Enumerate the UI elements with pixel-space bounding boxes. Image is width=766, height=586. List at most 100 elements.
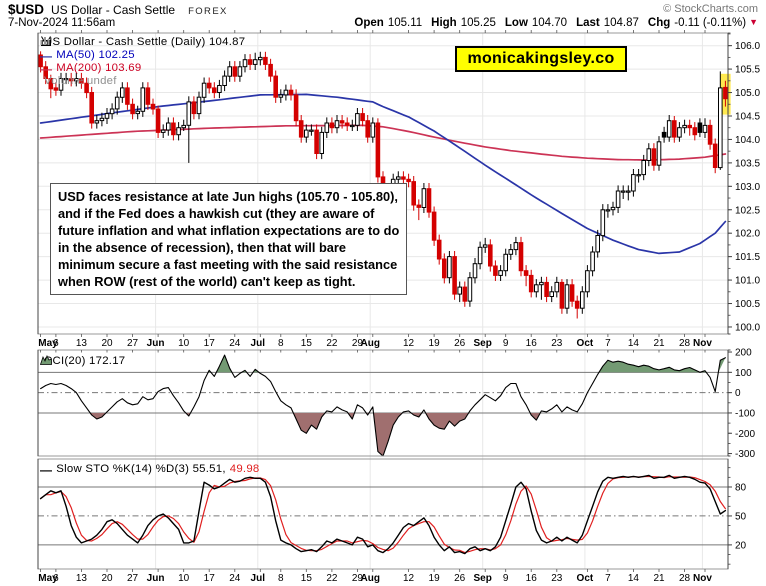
svg-text:102.0: 102.0 [735,229,760,240]
svg-text:100.0: 100.0 [735,322,760,333]
ma50-legend-label: MA(50) 102.25 [56,49,135,61]
svg-text:7: 7 [605,338,611,349]
svg-text:26: 26 [454,573,466,584]
copyright-text: © StockCharts.com [663,3,758,15]
cci-legend-label: CCI(20) 172.17 [44,355,126,367]
svg-text:19: 19 [429,338,441,349]
svg-text:12: 12 [403,338,415,349]
sto-d-value: 49.98 [229,463,260,475]
sto-k-line-swatch: — [40,462,53,477]
svg-text:50: 50 [735,511,747,522]
svg-text:May: May [38,338,58,349]
svg-text:22: 22 [326,573,338,584]
svg-text:20: 20 [101,338,113,349]
svg-text:8: 8 [278,573,284,584]
chart-header: $USD US Dollar - Cash Settle FOREX [8,2,228,17]
high-label: High [431,17,457,29]
svg-text:13: 13 [76,338,88,349]
svg-text:104.0: 104.0 [735,135,760,146]
svg-text:May: May [38,573,58,584]
annotation-line: USD faces resistance at late Jun highs (… [58,189,398,204]
low-label: Low [504,17,528,29]
ma50-line-swatch: — [40,48,53,63]
annotation-line: future inflation and what inflation expe… [58,223,400,238]
svg-text:21: 21 [653,573,665,584]
annotation-line: in the absence of recession), then that … [58,240,346,255]
svg-text:7: 7 [605,573,611,584]
svg-text:80: 80 [735,482,747,493]
svg-text:Oct: Oct [577,338,594,349]
svg-text:Oct: Oct [577,573,594,584]
svg-text:Jul: Jul [251,573,266,584]
instrument-name: US Dollar - Cash Settle [51,3,176,17]
svg-text:Aug: Aug [360,573,379,584]
svg-text:6: 6 [53,573,59,584]
price-panel-legend: US Dollar - Cash Settle (Daily) 104.87 —… [40,36,245,88]
svg-text:101.5: 101.5 [735,252,760,263]
ma200-legend-label: MA(200) 103.69 [56,62,142,74]
svg-text:Sep: Sep [473,338,491,349]
svg-text:24: 24 [229,338,241,349]
svg-text:9: 9 [503,573,509,584]
svg-text:12: 12 [403,573,415,584]
svg-text:100: 100 [735,368,752,379]
annotation-box: USD faces resistance at late Jun highs (… [50,183,408,295]
svg-text:104.5: 104.5 [735,111,760,122]
svg-text:24: 24 [229,573,241,584]
quote-strip: Open 105.11 High 105.25 Low 104.70 Last 104.87 C… [345,17,758,29]
svg-text:103.0: 103.0 [735,182,760,193]
svg-text:105.5: 105.5 [735,65,760,76]
svg-text:9: 9 [503,338,509,349]
svg-text:16: 16 [526,573,538,584]
annotation-line: when ROW (rest of the world) can't keep … [58,274,356,289]
branding-text: monicakingsley.co [467,50,615,67]
svg-text:200: 200 [735,348,752,359]
svg-text:23: 23 [551,573,563,584]
low-value: 104.70 [531,17,568,29]
svg-text:Jun: Jun [147,573,165,584]
change-down-icon: ▼ [749,17,758,27]
svg-text:21: 21 [653,338,665,349]
svg-text:15: 15 [301,338,313,349]
svg-text:106.0: 106.0 [735,41,760,52]
svg-text:14: 14 [628,573,640,584]
svg-text:-100: -100 [735,408,755,419]
price-legend-label: US Dollar - Cash Settle (Daily) 104.87 [44,36,246,48]
svg-text:102.5: 102.5 [735,205,760,216]
last-label: Last [576,17,600,29]
svg-text:15: 15 [301,573,313,584]
svg-text:20: 20 [735,540,747,551]
open-value: 105.11 [387,17,423,29]
ma200-line-swatch: — [40,61,53,76]
sto-legend-label: Slow STO %K(14) %D(3) 55.51, [56,463,226,475]
svg-text:-300: -300 [735,449,755,460]
volume-legend-label: Volume undef [44,75,117,87]
svg-text:22: 22 [326,338,338,349]
svg-text:0: 0 [735,388,741,399]
svg-text:26: 26 [454,338,466,349]
svg-text:Jun: Jun [147,338,165,349]
svg-text:Nov: Nov [693,338,712,349]
svg-text:101.0: 101.0 [735,276,760,287]
svg-text:13: 13 [76,573,88,584]
datetime-label: 7-Nov-2024 11:56am [8,17,116,29]
svg-text:23: 23 [551,338,563,349]
svg-text:Nov: Nov [693,573,712,584]
cci-panel-legend: CCI(20) 172.17 [40,355,125,368]
svg-text:28: 28 [679,573,691,584]
svg-text:-200: -200 [735,429,755,440]
svg-text:16: 16 [526,338,538,349]
svg-text:8: 8 [278,338,284,349]
svg-text:103.5: 103.5 [735,158,760,169]
svg-text:27: 27 [127,573,139,584]
svg-text:Sep: Sep [473,573,491,584]
svg-text:27: 27 [127,338,139,349]
svg-text:105.0: 105.0 [735,88,760,99]
svg-text:10: 10 [178,338,190,349]
exchange-label: FOREX [188,6,228,17]
high-value: 105.25 [460,17,496,29]
svg-text:10: 10 [178,573,190,584]
sto-panel-legend: — Slow STO %K(14) %D(3) 55.51, 49.98 [40,463,260,476]
